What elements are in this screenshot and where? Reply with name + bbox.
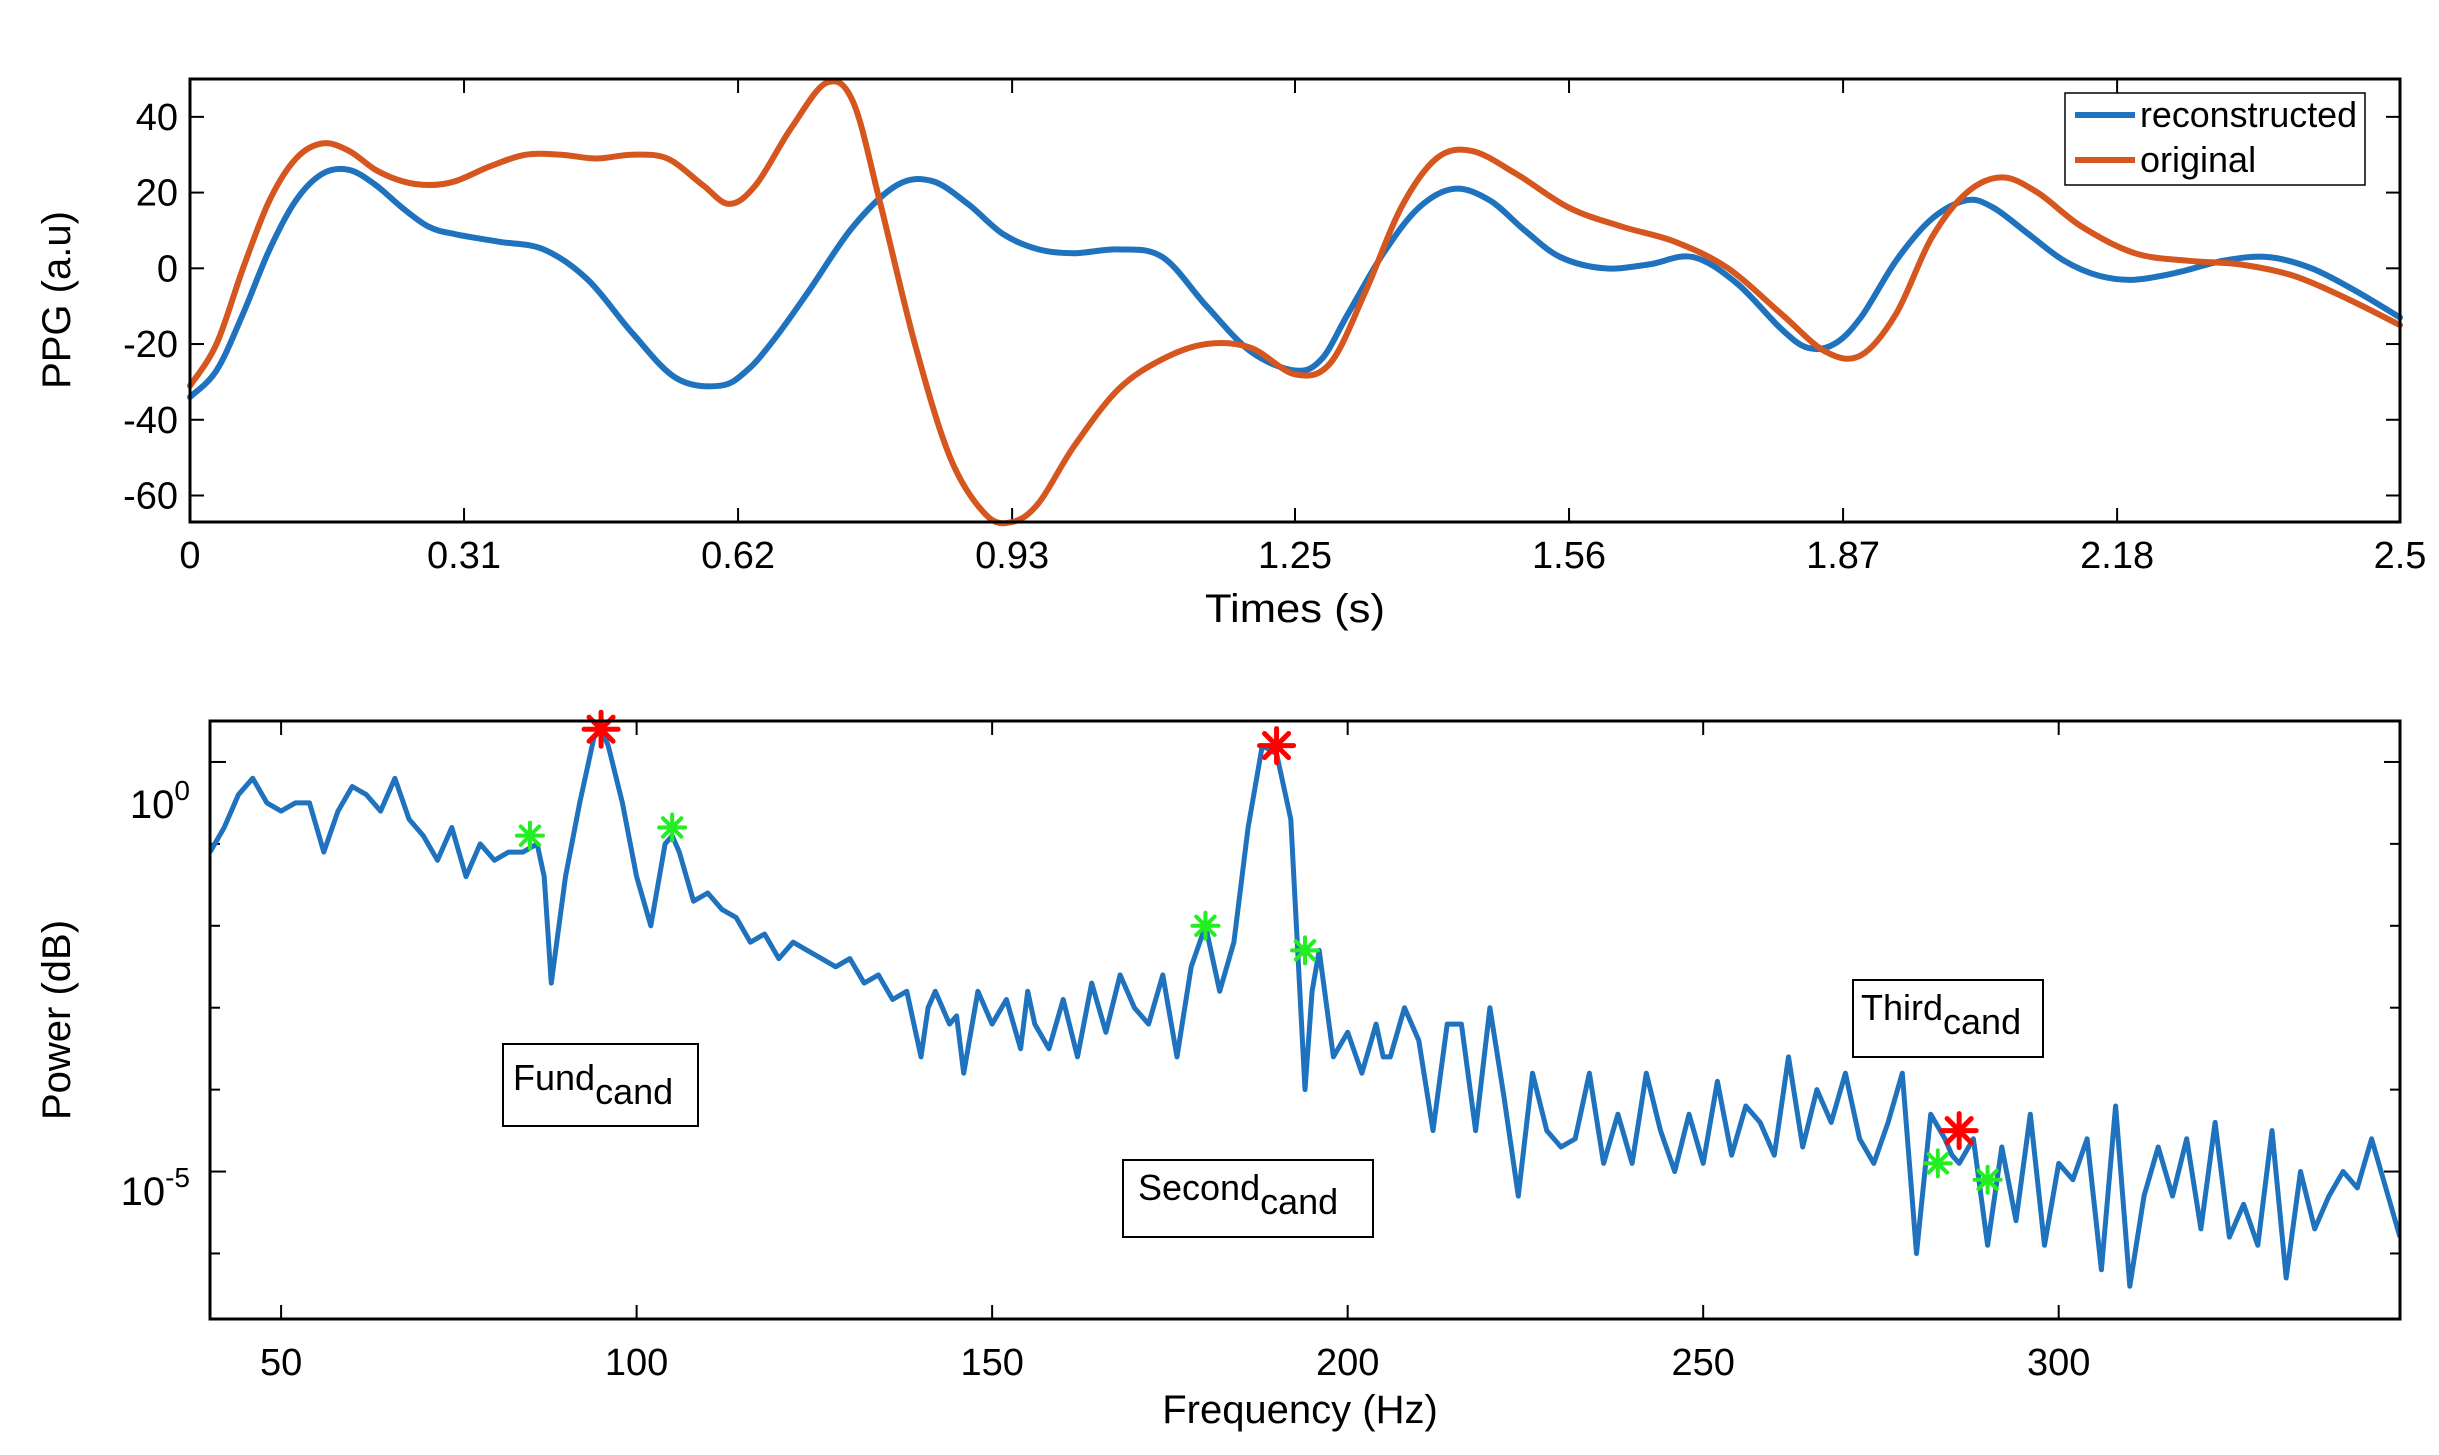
bottom-panel: 50 100 150 200 250 300 100 10-5 Frequency (Hz… xyxy=(35,709,2402,1432)
top-x-tick-label: 1.25 xyxy=(1258,535,1332,577)
bottom-plot-frame xyxy=(208,719,2402,1321)
top-x-tick-label: 1.56 xyxy=(1532,535,1606,577)
bottom-x-tick-label: 150 xyxy=(960,1342,1023,1384)
annotation-box xyxy=(502,1043,699,1127)
bottom-x-tick-label: 300 xyxy=(2027,1342,2090,1384)
peak-marker-green xyxy=(657,812,688,843)
annotation-box xyxy=(1852,979,2044,1058)
peak-marker-green xyxy=(1290,935,1320,966)
top-y-axis-label: PPG (a.u) xyxy=(35,211,79,389)
top-y-tick-label: -40 xyxy=(123,400,178,442)
top-y-tick-label: 40 xyxy=(136,97,178,139)
peak-marker-green xyxy=(1190,910,1221,941)
annotation-third-cand: Thirdcand xyxy=(1852,979,2044,1058)
bottom-y-axis-label: Power (dB) xyxy=(35,920,79,1120)
annotation-text: Thirdcand xyxy=(1861,987,2021,1042)
annotation-text: Fundcand xyxy=(513,1057,673,1112)
top-series-lines xyxy=(187,78,2403,527)
peak-marker-red xyxy=(1257,726,1297,766)
top-x-tick-label: 2.5 xyxy=(2374,535,2427,577)
bottom-y-tick-label-0: 100 xyxy=(130,775,190,827)
top-y-tick-labels: -60 -40 -20 0 20 40 xyxy=(123,97,178,518)
top-y-tick-label: -60 xyxy=(123,475,178,517)
peak-marker-green xyxy=(514,820,545,851)
peak-marker-red xyxy=(1939,1111,1979,1151)
peak-marker-green xyxy=(1972,1164,2003,1195)
bottom-x-tick-labels: 50 100 150 200 250 300 xyxy=(260,1342,2090,1384)
bottom-x-tick-label: 250 xyxy=(1671,1342,1734,1384)
top-x-tick-label: 0.31 xyxy=(427,535,501,577)
peak-marker-red xyxy=(581,709,621,749)
top-y-tick-label: 20 xyxy=(136,173,178,215)
annotation-box xyxy=(1122,1159,1374,1238)
top-y-tick-label: 0 xyxy=(157,248,178,290)
legend-box xyxy=(2064,92,2366,186)
top-legend: reconstructed original xyxy=(2064,92,2366,186)
top-y-tick-label: -20 xyxy=(123,324,178,366)
top-x-axis-label: Times (s) xyxy=(1205,587,1385,631)
top-x-tick-labels: 0 0.31 0.62 0.93 1.25 1.56 1.87 2.18 2.5 xyxy=(179,535,2426,577)
top-plot-frame xyxy=(188,77,2402,524)
top-x-tick-label: 0.93 xyxy=(975,535,1049,577)
bottom-x-tick-label: 50 xyxy=(260,1342,302,1384)
top-x-tick-label: 2.18 xyxy=(2080,535,2154,577)
bottom-series-line xyxy=(210,726,2400,1289)
series-line-spectrum xyxy=(210,726,2400,1289)
top-x-tick-label: 0.62 xyxy=(701,535,775,577)
bottom-axis-ticks xyxy=(210,721,2400,1319)
top-panel: 0 0.31 0.62 0.93 1.25 1.56 1.87 2.18 2.5 -60-40-… xyxy=(35,77,2426,631)
bottom-y-tick-label-1: 10-5 xyxy=(121,1162,190,1214)
peak-marker-green xyxy=(1922,1148,1953,1179)
bottom-x-tick-label: 200 xyxy=(1316,1342,1379,1384)
series-line-original xyxy=(187,78,2403,527)
series-line-reconstructed xyxy=(187,165,2403,401)
top-x-tick-label: 0 xyxy=(179,535,200,577)
legend-label-original: original xyxy=(2140,139,2256,180)
top-x-tick-label: 1.87 xyxy=(1806,535,1880,577)
bottom-x-tick-label: 100 xyxy=(605,1342,668,1384)
annotation-text: Secondcand xyxy=(1138,1167,1338,1222)
legend-label-reconstructed: reconstructed xyxy=(2140,94,2357,135)
annotation-fund-cand: Fundcand xyxy=(502,1043,699,1127)
bottom-x-axis-label: Frequency (Hz) xyxy=(1162,1388,1438,1432)
annotation-second-cand: Secondcand xyxy=(1122,1159,1374,1238)
